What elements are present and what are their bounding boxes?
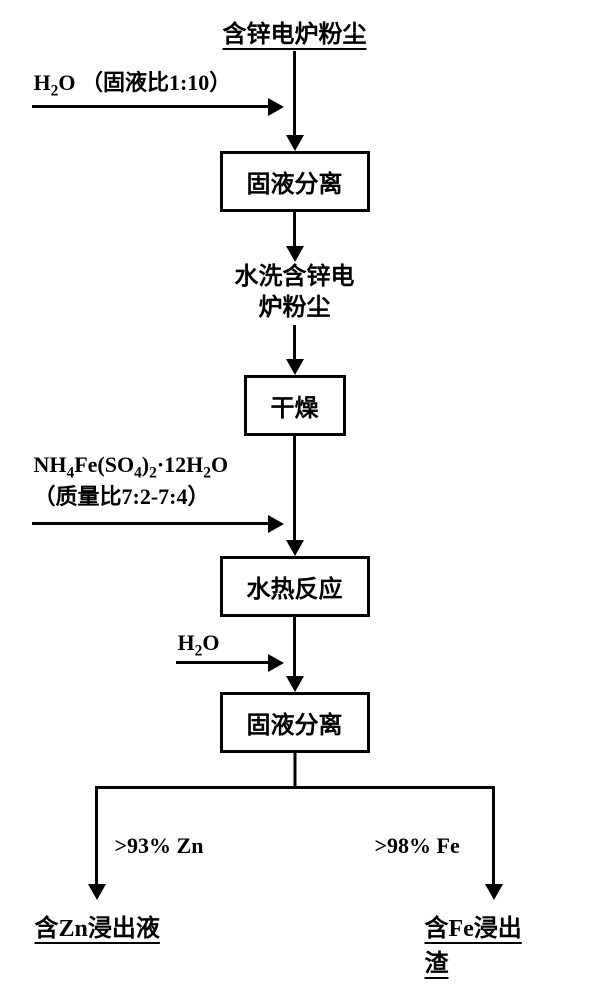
arrow-start-to-box1: H2O （固液比1:10） [286, 51, 304, 151]
arrow-box2-to-box3: NH4Fe(SO4)2·12H2O（质量比7:2-7:4） [286, 436, 304, 556]
start-node: 含锌电炉粉尘 [223, 20, 367, 51]
side-arrow-3 [176, 661, 270, 664]
arrow-box3-to-box4: H2O [286, 617, 304, 692]
box-separation-2: 固液分离 [220, 692, 370, 753]
arrow-mid1-to-box2 [286, 325, 304, 375]
input-h2o-2: H2O [178, 629, 220, 661]
mid1-node: 水洗含锌电 炉粉尘 [235, 262, 355, 324]
split-branch: >93% Zn >98% Fe 含Zn浸出液 含Fe浸出渣 [55, 753, 535, 943]
box-hydrothermal: 水热反应 [220, 556, 370, 617]
box-drying: 干燥 [244, 375, 346, 436]
input-nh4fe: NH4Fe(SO4)2·12H2O（质量比7:2-7:4） [34, 451, 269, 512]
side-arrow-1 [32, 105, 270, 108]
arrow-box1-to-mid1 [286, 212, 304, 262]
input-h2o-ratio: H2O （固液比1:10） [34, 69, 232, 101]
side-arrow-2 [32, 522, 270, 525]
result-right: 含Fe浸出渣 [425, 908, 535, 978]
split-right-pct: >98% Fe [375, 833, 460, 859]
flowchart-root: 含锌电炉粉尘 H2O （固液比1:10） 固液分离 水洗含锌电 炉粉尘 干燥 N… [0, 0, 589, 943]
split-left-pct: >93% Zn [115, 833, 204, 859]
result-left: 含Zn浸出液 [35, 908, 160, 943]
box-separation-1: 固液分离 [220, 151, 370, 212]
